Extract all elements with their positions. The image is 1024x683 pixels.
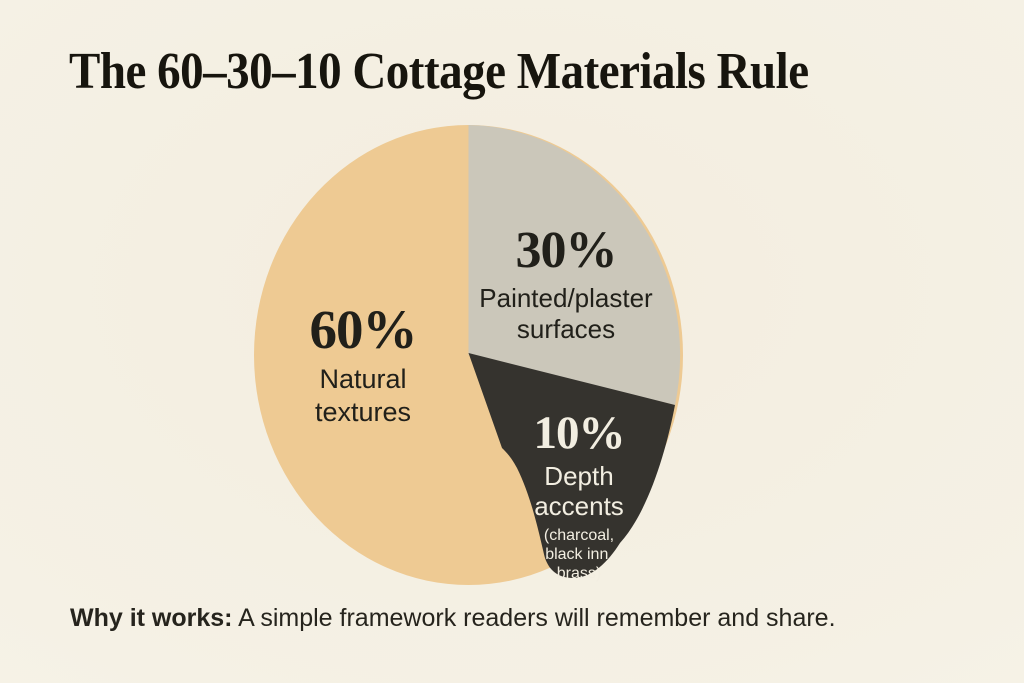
slice-label-block-depth: 10% Depth accents (charcoal, black inn. … <box>517 408 642 583</box>
slice-label-natural: Natural textures <box>314 364 412 427</box>
caption-text: A simple framework readers will remember… <box>238 604 836 632</box>
caption: Why it works: A simple framework readers… <box>70 602 836 634</box>
caption-lead: Why it works: <box>70 604 233 632</box>
page-title: The 60–30–10 Cottage Materials Rule <box>69 42 809 101</box>
slice-label-painted: Painted/plaster surfaces <box>479 283 653 344</box>
slice-pct-painted: 30% <box>515 222 618 279</box>
slice-note-depth: (charcoal, black inn. brass) <box>543 527 615 582</box>
pie-slice-painted-plaster <box>468 125 681 405</box>
slice-label-block-painted: 30% Painted/plaster surfaces <box>461 224 671 345</box>
slice-label-block-natural: 60% Natural textures <box>298 302 428 429</box>
slice-pct-depth: 10% <box>533 407 626 459</box>
slice-pct-natural: 60% <box>309 299 418 360</box>
slice-label-depth: Depth accents <box>534 461 624 521</box>
pie-slice-depth-accents <box>468 353 675 578</box>
